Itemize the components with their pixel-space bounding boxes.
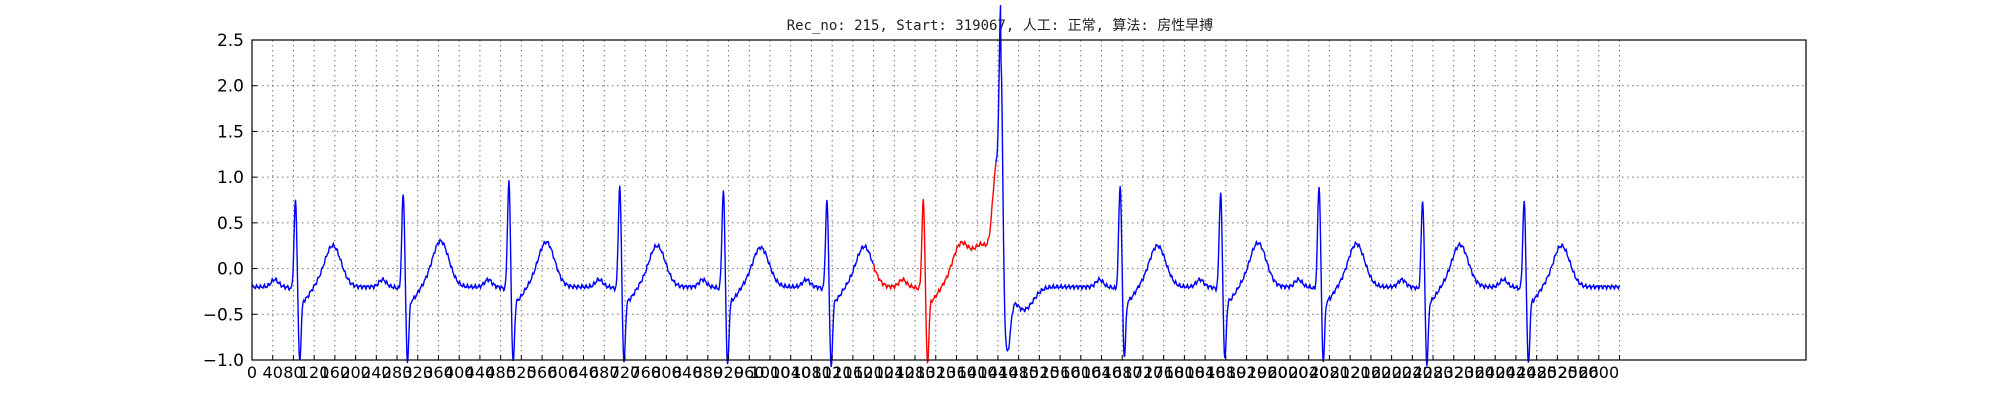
x-tick-label: 880 <box>693 363 724 382</box>
x-tick-label: 240 <box>361 363 392 382</box>
x-tick-label: 1280 <box>895 363 936 382</box>
plot-frame <box>251 39 1807 361</box>
x-tick-label: 920 <box>713 363 744 382</box>
x-tick-label: 1040 <box>770 363 811 382</box>
x-tick-label: 960 <box>734 363 765 382</box>
x-tick-label: 2280 <box>1413 363 1454 382</box>
x-tick-label: 2160 <box>1351 363 1392 382</box>
x-tick-label: 1080 <box>791 363 832 382</box>
x-tick-label: 40 <box>263 363 283 382</box>
x-tick-label: 1360 <box>936 363 977 382</box>
x-tick-label: 2360 <box>1454 363 1495 382</box>
x-tick-label: 680 <box>589 363 620 382</box>
x-tick-label: 760 <box>630 363 661 382</box>
x-tick-label: 2000 <box>1268 363 1309 382</box>
x-tick-label: 2560 <box>1558 363 1599 382</box>
x-tick-label: 2080 <box>1309 363 1350 382</box>
x-tick-label: 1160 <box>833 363 874 382</box>
x-tick-label: 1520 <box>1019 363 1060 382</box>
x-tick-label: 1400 <box>957 363 998 382</box>
grid-layer <box>252 39 1806 361</box>
x-tick-label: 1120 <box>812 363 853 382</box>
ecg-series-line-1 <box>251 180 874 368</box>
x-tick-label: 1440 <box>978 363 1019 382</box>
x-tick-label: 2040 <box>1288 363 1329 382</box>
x-tick-label: 320 <box>402 363 433 382</box>
axis-layer: −1.0−0.50.00.51.01.52.02.50 40 80120160200… <box>203 31 1621 382</box>
x-tick-label: 1000 <box>750 363 791 382</box>
x-tick-label: 1760 <box>1143 363 1184 382</box>
x-tick-label: 1240 <box>874 363 915 382</box>
x-tick-label: 1320 <box>915 363 956 382</box>
x-tick-label: 1560 <box>1040 363 1081 382</box>
x-tick-label: 1600 <box>1060 363 1101 382</box>
x-tick-label: 2520 <box>1537 363 1578 382</box>
x-tick-label: 200 <box>340 363 371 382</box>
x-tick-label: 0 <box>247 363 257 382</box>
x-tick-label: 840 <box>672 363 703 382</box>
y-tick-label: 0.5 <box>217 214 244 234</box>
y-tick-label: 0.0 <box>217 260 244 280</box>
x-tick-label: 440 <box>465 363 496 382</box>
x-tick-label: 800 <box>651 363 682 382</box>
x-tick-label: 520 <box>506 363 537 382</box>
y-tick-label: −1.0 <box>203 351 244 371</box>
y-tick-label: 2.5 <box>217 31 244 51</box>
x-tick-label: 1920 <box>1226 363 1267 382</box>
y-tick-label: −0.5 <box>203 305 244 325</box>
x-tick-label: 2200 <box>1371 363 1412 382</box>
x-tick-label: 1720 <box>1123 363 1164 382</box>
x-tick-label: 2480 <box>1516 363 1557 382</box>
x-tick-label: 1200 <box>853 363 894 382</box>
x-tick-label: 360 <box>423 363 454 382</box>
x-tick-label: 400 <box>444 363 475 382</box>
ecg-series-line-3 <box>995 5 1621 366</box>
x-tick-label: 2600 <box>1578 363 1619 382</box>
x-tick-label: 2240 <box>1392 363 1433 382</box>
y-tick-label: 1.0 <box>217 168 244 188</box>
y-tick-label: 1.5 <box>217 122 244 142</box>
x-tick-label: 280 <box>382 363 413 382</box>
x-tick-label: 2320 <box>1433 363 1474 382</box>
x-tick-label: 2400 <box>1475 363 1516 382</box>
series-layer <box>251 5 1621 368</box>
x-tick-label: 720 <box>610 363 641 382</box>
x-tick-label: 560 <box>527 363 558 382</box>
x-tick-label: 2120 <box>1330 363 1371 382</box>
x-tick-label: 1640 <box>1081 363 1122 382</box>
x-tick-label: 1960 <box>1247 363 1288 382</box>
y-tick-label: 2.0 <box>217 77 244 97</box>
x-tick-label: 1880 <box>1205 363 1246 382</box>
x-tick-label: 1800 <box>1164 363 1205 382</box>
x-tick-label: 160 <box>320 363 351 382</box>
x-tick-label: 1480 <box>998 363 1039 382</box>
x-tick-label: 1840 <box>1185 363 1226 382</box>
x-tick-label: 120 <box>299 363 330 382</box>
x-tick-label: 80 <box>283 363 303 382</box>
x-tick-label: 640 <box>568 363 599 382</box>
x-tick-label: 2440 <box>1496 363 1537 382</box>
x-tick-label: 600 <box>548 363 579 382</box>
ecg-series-line-2 <box>872 162 997 365</box>
x-tick-label: 480 <box>485 363 516 382</box>
x-tick-label: 1680 <box>1102 363 1143 382</box>
